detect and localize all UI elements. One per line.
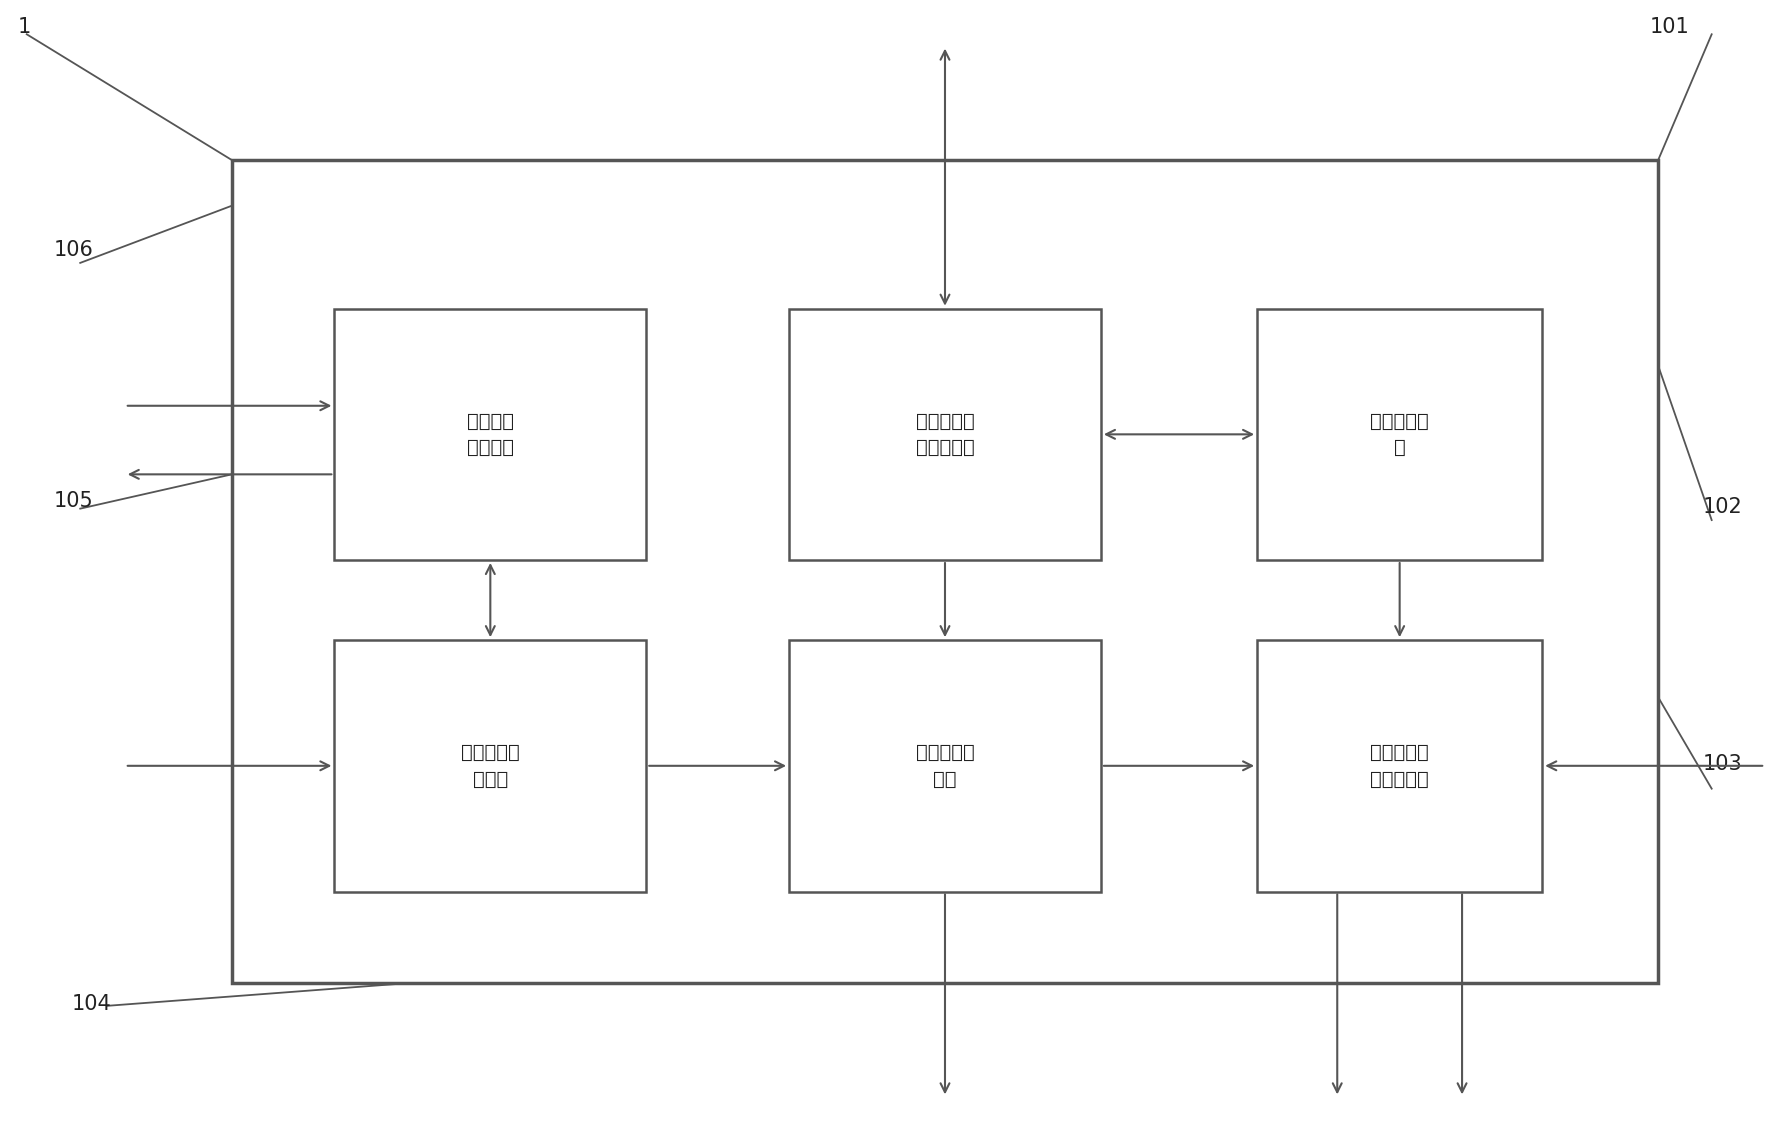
Bar <box>1256 640 1541 892</box>
Bar <box>335 640 647 892</box>
Text: 101: 101 <box>1648 17 1688 37</box>
Text: 超时值计算
模块: 超时值计算 模块 <box>916 743 973 789</box>
Bar <box>789 309 1101 560</box>
Text: 104: 104 <box>71 994 110 1014</box>
Text: 寄存器堆模
块: 寄存器堆模 块 <box>1370 411 1427 457</box>
Text: 控制超时表
格读写模块: 控制超时表 格读写模块 <box>1370 743 1427 789</box>
Bar <box>335 309 647 560</box>
Text: 嵌入式处理
器接口模块: 嵌入式处理 器接口模块 <box>916 411 973 457</box>
Bar <box>789 640 1101 892</box>
Text: 接收控制
逻辑子块: 接收控制 逻辑子块 <box>467 411 513 457</box>
Text: 105: 105 <box>53 491 93 511</box>
Text: 102: 102 <box>1702 497 1741 517</box>
Bar <box>232 160 1657 983</box>
Text: 103: 103 <box>1702 754 1741 774</box>
Text: 1: 1 <box>18 17 30 37</box>
Text: 发送控制逻
辑子块: 发送控制逻 辑子块 <box>462 743 519 789</box>
Text: 106: 106 <box>53 240 93 259</box>
Bar <box>1256 309 1541 560</box>
